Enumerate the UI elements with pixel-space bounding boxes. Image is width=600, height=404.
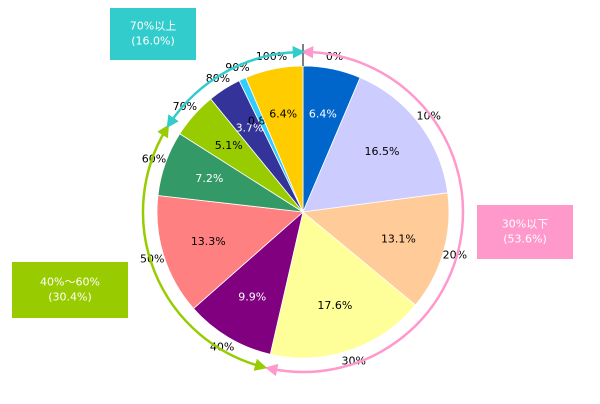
group-arc — [264, 45, 465, 377]
category-label: 70% — [173, 100, 197, 113]
annotation-box — [477, 205, 573, 259]
value-label: 13.3% — [191, 235, 226, 248]
value-label: 5.1% — [215, 139, 243, 152]
annotation-box — [110, 8, 196, 60]
value-label: 17.6% — [317, 299, 352, 312]
annotation-text: (53.6%) — [503, 233, 547, 246]
group-arc — [141, 124, 268, 371]
value-label: 16.5% — [365, 145, 400, 158]
pie-slice — [302, 77, 449, 213]
value-label: 9.9% — [238, 290, 266, 303]
value-label: 13.1% — [381, 232, 416, 245]
category-label: 10% — [417, 109, 441, 122]
annotation-box — [12, 262, 128, 318]
annotation-text: (16.0%) — [131, 35, 175, 48]
pie-slice — [302, 192, 450, 306]
group-arc — [166, 45, 306, 129]
value-label: 7.2% — [195, 172, 223, 185]
value-label: 6.4% — [309, 108, 337, 121]
annotation-text: 70%以上 — [130, 20, 176, 33]
category-label: 40% — [210, 341, 234, 354]
value-label: 6.4% — [269, 108, 297, 121]
category-label: 20% — [443, 249, 467, 262]
annotation-text: (30.4%) — [48, 291, 92, 304]
annotation-text: 40%～60% — [40, 276, 100, 289]
annotation-text: 30%以下 — [502, 218, 548, 231]
